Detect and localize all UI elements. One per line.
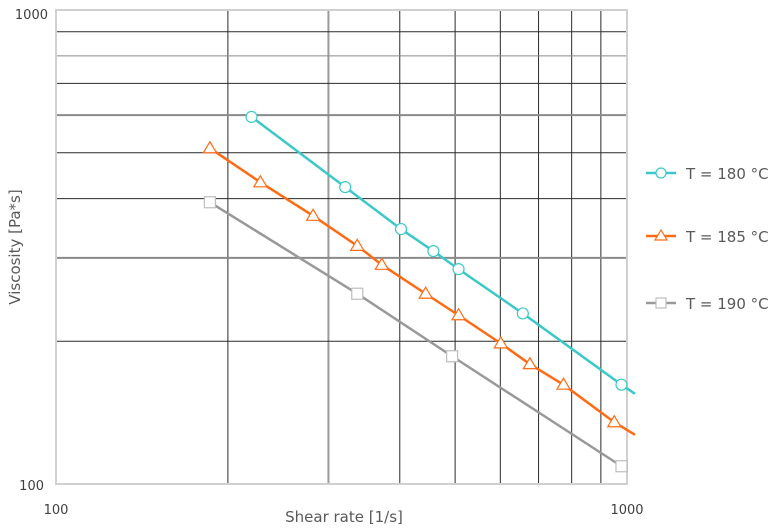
triangle-marker — [451, 307, 467, 321]
triangle-marker — [374, 257, 390, 270]
triangle-marker — [493, 335, 509, 349]
circle-marker — [452, 263, 465, 276]
square-marker — [655, 297, 667, 309]
plot-area-border — [55, 9, 628, 485]
triangle-marker — [653, 228, 669, 241]
x-axis-title: Shear rate [1/s] — [285, 508, 403, 526]
series-line — [209, 147, 636, 436]
circle-marker — [394, 222, 408, 236]
legend-label: T = 185 °C — [685, 228, 769, 246]
triangle-marker — [606, 414, 622, 428]
triangle-marker — [522, 356, 538, 370]
y-axis-title: Viscosity [Pa*s] — [6, 189, 24, 304]
y-tick-max: 1000 — [15, 8, 48, 23]
y-tick-min: 100 — [19, 479, 44, 494]
legend-label: T = 180 °C — [685, 165, 769, 183]
square-marker — [203, 196, 216, 209]
circle-marker — [245, 110, 258, 123]
legend: T = 180 °C T = 185 °C T = 190 °C — [646, 165, 769, 313]
square-marker — [351, 287, 364, 300]
triangle-marker — [305, 208, 321, 221]
circle-marker — [339, 181, 352, 194]
data-series — [202, 110, 636, 473]
gridlines — [56, 10, 627, 484]
x-tick-max: 1000 — [610, 503, 643, 518]
circle-marker — [655, 167, 667, 179]
x-tick-min: 100 — [44, 503, 69, 518]
triangle-marker — [202, 140, 218, 154]
series-line — [209, 201, 623, 468]
circle-marker — [427, 244, 440, 258]
triangle-marker — [418, 286, 434, 299]
triangle-marker — [252, 174, 268, 188]
circle-marker — [516, 307, 529, 320]
square-marker — [446, 350, 459, 363]
triangle-marker — [349, 238, 365, 251]
triangle-marker — [555, 377, 572, 390]
circle-marker — [615, 378, 628, 391]
square-marker — [615, 460, 628, 473]
series-line — [250, 115, 636, 395]
legend-label: T = 190 °C — [685, 295, 769, 313]
